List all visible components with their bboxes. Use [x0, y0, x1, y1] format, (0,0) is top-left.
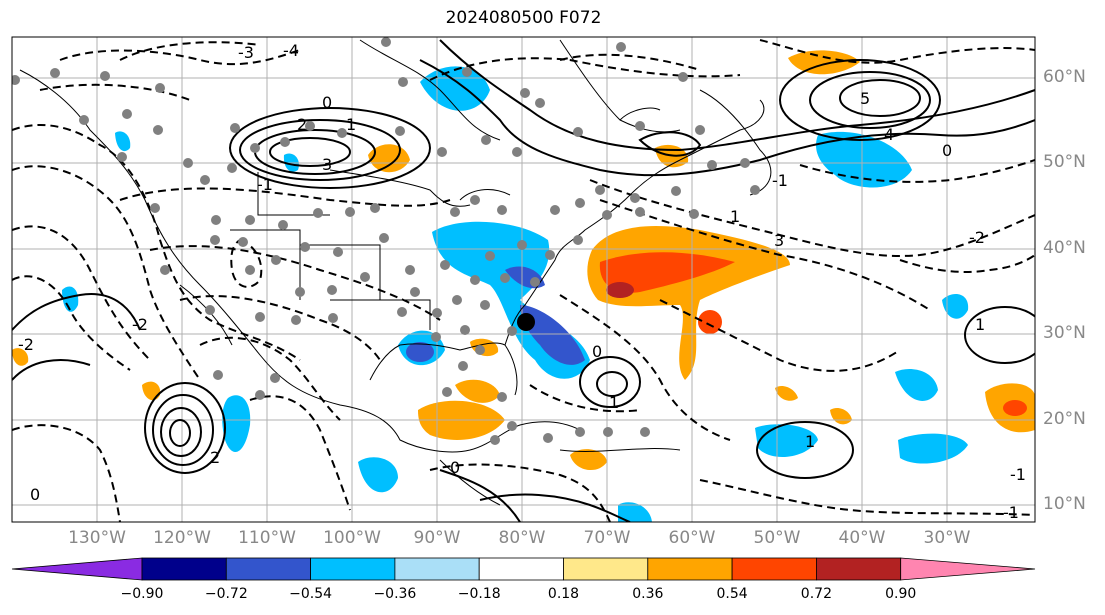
- colorbar-tick-label: 0.72: [800, 586, 832, 602]
- colorbar-tick-label: 0.54: [716, 586, 748, 602]
- contour-label: -2: [969, 228, 985, 247]
- contour-label: -1: [1010, 465, 1026, 484]
- contour-label: 0: [450, 458, 460, 477]
- colorbar-segment: [816, 557, 902, 581]
- contour-label: 1: [346, 115, 356, 134]
- lon-label-50w: 50°W: [753, 528, 801, 548]
- lat-label-40n: 40°N: [1043, 238, 1086, 258]
- lat-label-50n: 50°N: [1043, 152, 1086, 172]
- colorbar-extension-high: [900, 557, 1036, 581]
- lon-label-80w: 80°W: [498, 528, 546, 548]
- contour-label: -3: [238, 43, 254, 62]
- colorbar-segment: [225, 557, 312, 581]
- lon-label-110w: 110°W: [238, 528, 296, 548]
- lon-label-90w: 90°W: [413, 528, 461, 548]
- contour-label: 5: [860, 89, 870, 108]
- contour-labels: -3 -4 -1 0 1 2 3 4 5 -2 0 1 -1 3 -2 0 1 …: [18, 41, 1026, 522]
- colorbar-tick-label: 0.90: [885, 586, 917, 602]
- colorbar-tick-label: −0.18: [457, 586, 501, 602]
- contour-label: 1: [730, 207, 740, 226]
- lat-label-60n: 60°N: [1043, 67, 1086, 87]
- colorbar-tick-label: 0.18: [547, 586, 580, 602]
- lon-label-130w: 130°W: [68, 528, 126, 548]
- weather-map: -3 -4 -1 0 1 2 3 4 5 -2 0 1 -1 3 -2 0 1 …: [11, 36, 1036, 523]
- colorbar-segment: [563, 557, 649, 581]
- storm-center-marker: [517, 313, 535, 331]
- colorbar: [11, 557, 1036, 581]
- contour-label: 0: [592, 342, 602, 361]
- contour-label: 1: [609, 393, 619, 412]
- lon-label-120w: 120°W: [153, 528, 211, 548]
- contour-label: -2: [18, 335, 34, 354]
- colorbar-segment: [394, 557, 480, 581]
- contour-label: 1: [805, 432, 815, 451]
- lon-label-40w: 40°W: [838, 528, 886, 548]
- lon-label-70w: 70°W: [583, 528, 631, 548]
- colorbar-tick-label: −0.54: [289, 586, 333, 602]
- contour-label: -1: [1003, 503, 1019, 522]
- lon-label-60w: 60°W: [668, 528, 716, 548]
- colorbar-segment: [731, 557, 817, 581]
- lat-label-20n: 20°N: [1043, 409, 1086, 429]
- lat-label-10n: 10°N: [1043, 494, 1086, 514]
- map-frame: [11, 36, 1036, 523]
- map-title: 2024080500 F072: [445, 8, 602, 28]
- contour-label: 3: [322, 155, 332, 174]
- colorbar-tick-label: 0.36: [632, 586, 664, 602]
- contour-label: 0: [322, 93, 332, 112]
- colorbar-tick-label: −0.72: [204, 586, 248, 602]
- contour-label: 3: [774, 231, 784, 250]
- contour-label: -1: [257, 175, 273, 194]
- colorbar-segment: [310, 557, 396, 581]
- contour-label: 2: [210, 448, 220, 467]
- colorbar-extension-low: [11, 557, 143, 581]
- dashed-contours: [12, 39, 1035, 522]
- colorbar-tick-label: −0.90: [120, 586, 164, 602]
- contour-label: 0: [942, 141, 952, 160]
- contour-label: -2: [132, 315, 148, 334]
- coastlines: [19, 39, 772, 506]
- solid-contours: [12, 39, 1035, 522]
- colorbar-segment: [647, 557, 733, 581]
- lat-label-30n: 30°N: [1043, 323, 1086, 343]
- station-dots: [12, 37, 760, 445]
- contour-label: 4: [884, 125, 894, 144]
- contour-label: 2: [297, 115, 307, 134]
- contour-label: 0: [30, 485, 40, 504]
- contour-label: -4: [283, 41, 299, 60]
- colorbar-segment: [478, 557, 564, 581]
- lon-label-30w: 30°W: [923, 528, 971, 548]
- colorbar-tick-label: −0.36: [373, 586, 417, 602]
- lon-label-100w: 100°W: [323, 528, 381, 548]
- colorbar-segment: [141, 557, 227, 581]
- contour-label: -1: [772, 171, 788, 190]
- contour-label: 1: [975, 315, 985, 334]
